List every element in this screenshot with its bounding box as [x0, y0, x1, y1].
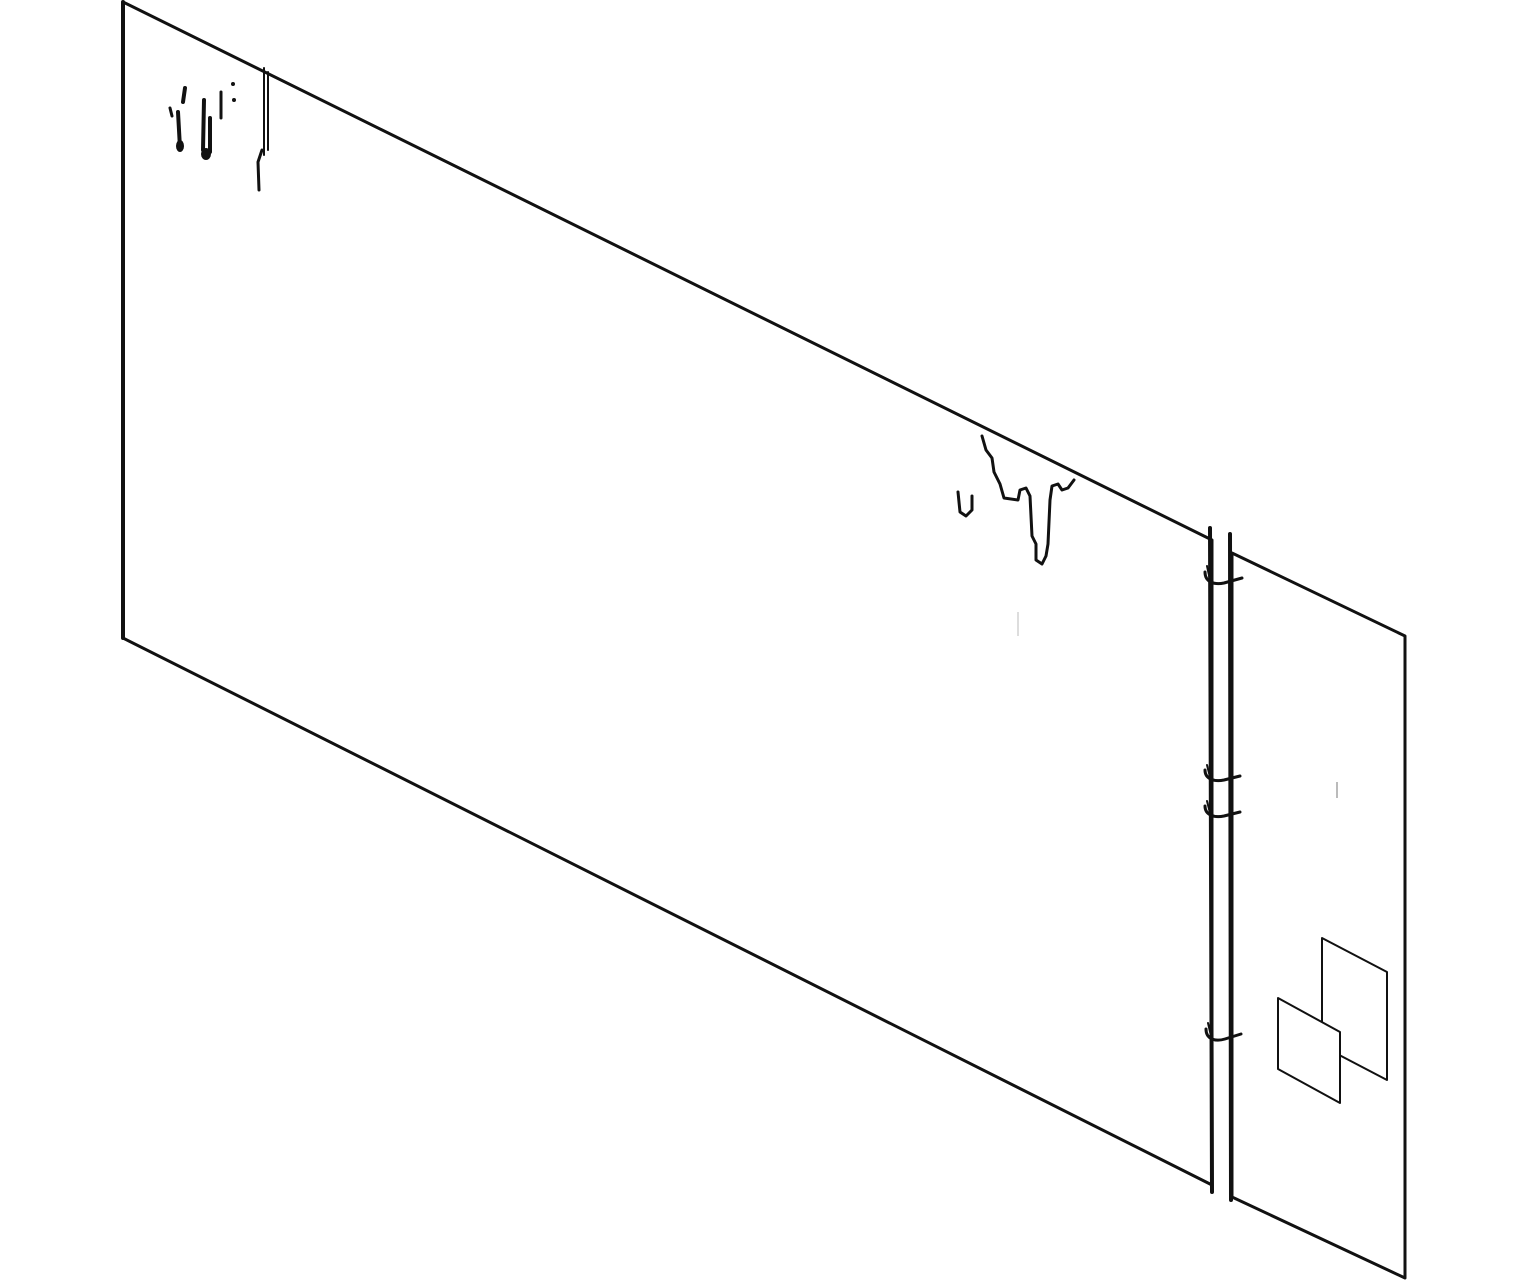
main-wall-panel: [121, 0, 1214, 1187]
pipe-bracket: [1203, 565, 1244, 586]
pipe-bracket: [1204, 1022, 1243, 1042]
wall-plaque-front: [1277, 997, 1341, 1104]
wall-stain-right: [956, 434, 1076, 566]
wall-plaque-back: [1321, 937, 1388, 1081]
wall-stain-left: [168, 67, 269, 192]
pipe-bracket: [1203, 764, 1242, 783]
drain-pipe: [1203, 526, 1244, 1202]
end-wall-panel: [1230, 551, 1407, 1280]
pipe-bracket: [1203, 800, 1242, 819]
